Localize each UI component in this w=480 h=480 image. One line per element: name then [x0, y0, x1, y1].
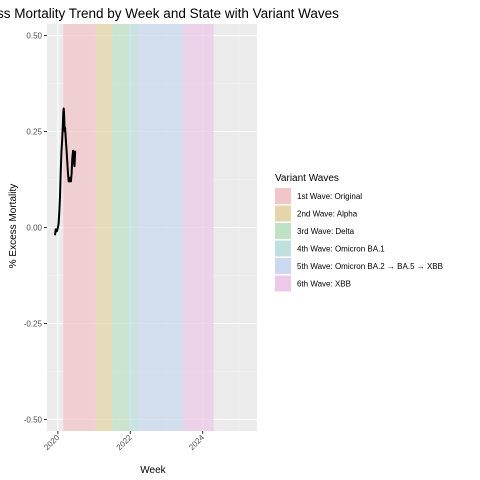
- excess-mortality-line: [54, 107, 77, 236]
- wave-band-1: [63, 24, 96, 431]
- wave-band-6: [182, 24, 214, 431]
- x-tick-label: 2022: [115, 433, 134, 452]
- legend-label-5: 5th Wave: Omicron BA.2 → BA.5 → XBB: [297, 262, 443, 271]
- plot-panel: [47, 24, 257, 431]
- y-axis-title: % Excess Mortality: [8, 184, 19, 268]
- x-axis: 2020 2022 2024: [42, 431, 206, 452]
- legend: Variant Waves 1st Wave: Original 2nd Wave…: [275, 173, 443, 292]
- y-tick-label: 0.25: [26, 128, 42, 137]
- x-tick-label: 2024: [187, 433, 206, 452]
- wave-band-2: [95, 24, 113, 431]
- y-tick-label: 0.00: [26, 224, 42, 233]
- x-axis-title: Week: [140, 465, 166, 476]
- legend-key-4: [275, 240, 291, 257]
- y-axis: -0.50 -0.25 0.00 0.25 0.50: [24, 32, 47, 424]
- legend-label-6: 6th Wave: XBB: [297, 280, 351, 289]
- y-tick-label: -0.25: [24, 319, 43, 328]
- chart-title: ss Mortality Trend by Week and State wit…: [0, 6, 339, 21]
- legend-key-3: [275, 223, 291, 239]
- legend-key-1: [275, 188, 291, 204]
- legend-label-3: 3rd Wave: Delta: [297, 227, 355, 236]
- wave-band-5: [139, 24, 183, 431]
- y-tick-label: -0.50: [24, 415, 43, 424]
- legend-key-2: [275, 205, 291, 222]
- wave-band-3: [112, 24, 129, 431]
- legend-label-4: 4th Wave: Omicron BA.1: [297, 245, 385, 254]
- wave-band-4: [128, 24, 140, 431]
- x-tick-label: 2020: [42, 433, 61, 452]
- legend-title: Variant Waves: [275, 173, 339, 184]
- legend-key-5: [275, 258, 291, 274]
- legend-label-1: 1st Wave: Original: [297, 192, 362, 201]
- legend-key-6: [275, 275, 291, 292]
- y-tick-label: 0.50: [26, 32, 42, 41]
- legend-label-2: 2nd Wave: Alpha: [297, 210, 358, 219]
- wave-bands: [63, 24, 214, 431]
